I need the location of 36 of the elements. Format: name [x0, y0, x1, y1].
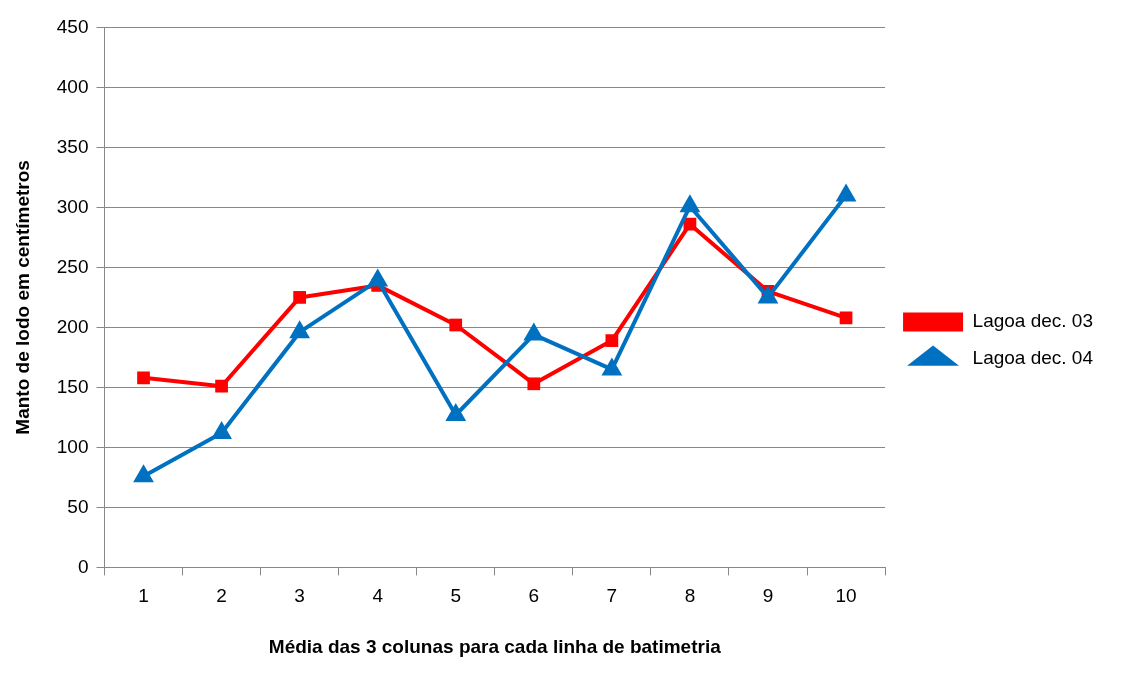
y-tick-label: 400	[56, 75, 89, 97]
y-tick-label: 50	[67, 495, 89, 517]
point	[133, 464, 154, 483]
legend-label: Lagoa dec. 04	[972, 347, 1094, 369]
y-tick-label: 0	[77, 555, 89, 577]
x-tick-label: 8	[684, 585, 696, 607]
y-tick-label: 350	[56, 135, 89, 157]
point	[527, 377, 541, 391]
x-tick-label: 6	[528, 585, 540, 607]
x-tick-label: 5	[450, 585, 462, 607]
x-tick-label: 4	[372, 585, 384, 607]
point	[605, 334, 619, 347]
legend-label: Lagoa dec. 03	[972, 310, 1094, 332]
x-tick-label: 10	[835, 585, 857, 607]
point	[211, 421, 232, 439]
x-tick-label: 7	[606, 585, 618, 607]
y-axis-title: Manto de lodo em centímetros	[11, 160, 33, 435]
y-tick-label: 450	[56, 15, 89, 37]
x-axis-title: Média das 3 colunas para cada linha de batimetria	[268, 635, 722, 657]
y-tick-label: 150	[56, 375, 89, 397]
y-tick-label: 100	[56, 435, 89, 457]
x-tick-label: 9	[762, 585, 774, 607]
point	[293, 291, 307, 304]
x-tick-label: 2	[216, 585, 227, 607]
point	[601, 357, 623, 376]
point	[137, 371, 150, 385]
y-tick-label: 250	[56, 255, 89, 277]
point	[445, 403, 467, 421]
x-tick-label: 3	[294, 585, 305, 607]
point	[215, 379, 228, 393]
point	[683, 217, 697, 231]
y-tick-label: 300	[56, 195, 89, 217]
point	[449, 318, 463, 332]
y-tick-label: 200	[56, 315, 89, 337]
point	[839, 311, 853, 325]
x-tick-label: 1	[138, 585, 149, 607]
